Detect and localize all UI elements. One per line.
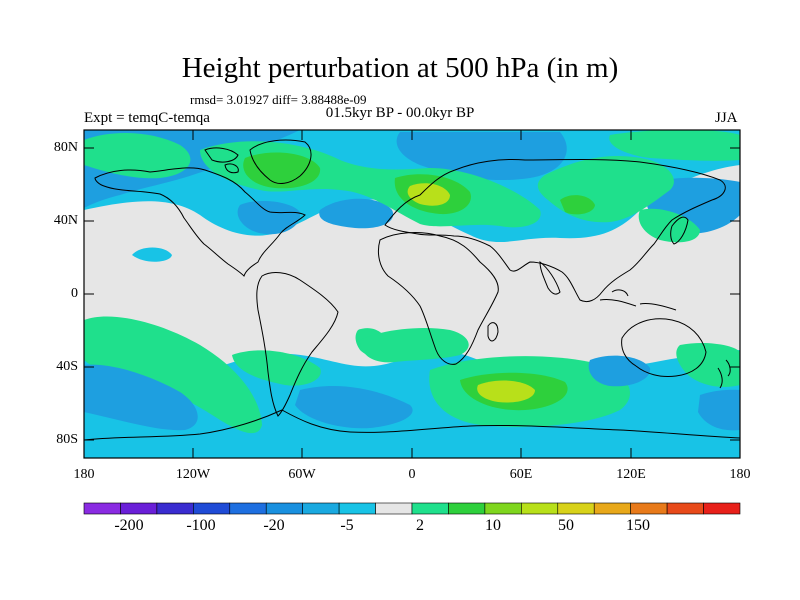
colorbar-label-neg200: -200 bbox=[114, 517, 144, 534]
lat-label-80n: 80N bbox=[53, 140, 78, 155]
coast-antarctica bbox=[84, 409, 740, 441]
coast-africa bbox=[377, 232, 499, 365]
contour-nh-blue-5 bbox=[237, 200, 301, 235]
colorbar-swatch bbox=[83, 502, 121, 515]
contour-nh-lime-1 bbox=[243, 152, 321, 189]
colorbar-swatch bbox=[593, 502, 631, 515]
lat-ticks bbox=[84, 147, 740, 441]
lat-label-40s: 40S bbox=[56, 359, 78, 374]
colorbar-label-neg5: -5 bbox=[340, 517, 354, 534]
colorbar-swatch bbox=[703, 502, 741, 515]
colorbar-swatch bbox=[448, 502, 486, 515]
lon-ticks bbox=[192, 130, 632, 458]
contour-nh-green-west bbox=[84, 133, 191, 179]
contour-sh-yellow-peak bbox=[477, 380, 535, 403]
lon-label-120e: 120E bbox=[616, 467, 646, 482]
contour-sh-green-atlantic bbox=[232, 350, 321, 386]
colorbar-swatch bbox=[302, 502, 340, 515]
coast-eurasia bbox=[384, 159, 726, 303]
coast-india bbox=[539, 260, 561, 295]
coast-new-zealand bbox=[717, 359, 731, 389]
coastlines bbox=[84, 139, 740, 441]
lon-label-60e: 60E bbox=[509, 467, 533, 482]
period-label: 01.5kyr BP - 00.0kyr BP bbox=[325, 105, 475, 121]
coast-arctic-islands bbox=[204, 147, 239, 174]
colorbar-label-50: 50 bbox=[558, 517, 574, 534]
contour-sh-blue-australia bbox=[588, 355, 651, 387]
colorbar bbox=[83, 502, 741, 515]
colorbar-swatch bbox=[156, 502, 194, 515]
coast-south-america bbox=[256, 272, 339, 417]
contour-nh-lime-3 bbox=[560, 195, 595, 215]
colorbar-swatch bbox=[521, 502, 559, 515]
contour-nh-cyan-isolated bbox=[132, 247, 172, 262]
coast-australia bbox=[621, 318, 707, 377]
contour-sh-green-south-atlantic bbox=[360, 328, 469, 363]
contour-sh-blue-southeast bbox=[698, 389, 740, 431]
lat-label-40n: 40N bbox=[53, 213, 78, 228]
stats-subtitle: rmsd= 3.01927 diff= 3.88488e-09 bbox=[190, 92, 367, 107]
colorbar-swatch bbox=[120, 502, 158, 515]
coast-greenland bbox=[249, 139, 312, 184]
colorbar-swatch bbox=[484, 502, 522, 515]
colorbar-swatch bbox=[630, 502, 668, 515]
colorbar-label-2: 2 bbox=[416, 517, 424, 534]
lon-label-120w: 120W bbox=[175, 467, 211, 482]
contour-nh-blue-3 bbox=[319, 198, 394, 229]
colorbar-swatch bbox=[265, 502, 303, 515]
lon-label-60w: 60W bbox=[288, 467, 316, 482]
lon-label-180w: 180 bbox=[73, 467, 95, 482]
colorbar-swatch bbox=[666, 502, 704, 515]
contour-nh-green-pacific bbox=[638, 208, 700, 243]
contour-sh-green-nz bbox=[676, 342, 740, 387]
colorbar-swatch bbox=[229, 502, 267, 515]
lat-label-80s: 80S bbox=[56, 432, 78, 447]
colorbar-label-10: 10 bbox=[485, 517, 501, 534]
colorbar-swatch bbox=[338, 502, 376, 515]
lon-label-180e: 180 bbox=[729, 467, 751, 482]
contour-nh-green-northeast bbox=[609, 130, 740, 161]
contour-nh-yellow-peak bbox=[407, 183, 450, 206]
coast-japan bbox=[670, 216, 689, 245]
experiment-label: Expt = temqC-temqa bbox=[84, 110, 210, 126]
season-label: JJA bbox=[715, 110, 738, 126]
colorbar-swatch bbox=[557, 502, 595, 515]
colorbar-label-neg100: -100 bbox=[186, 517, 216, 534]
plot-title: Height perturbation at 500 hPa (in m) bbox=[181, 52, 619, 84]
coast-indonesia bbox=[599, 289, 677, 311]
colorbar-swatch bbox=[411, 502, 449, 515]
contour-nh-blue-2 bbox=[396, 132, 567, 181]
contour-sh-blue-south bbox=[295, 385, 413, 429]
contour-sh-green-west bbox=[84, 316, 262, 434]
coast-madagascar bbox=[487, 322, 499, 342]
coast-north-america bbox=[94, 167, 306, 277]
colorbar-swatch bbox=[375, 502, 413, 515]
colorbar-swatch bbox=[193, 502, 231, 515]
colorbar-label-150: 150 bbox=[626, 517, 650, 534]
colorbar-label-neg20: -20 bbox=[263, 517, 285, 534]
lat-label-0: 0 bbox=[71, 286, 78, 301]
lon-label-0: 0 bbox=[408, 467, 416, 482]
contour-sh-blue-west bbox=[84, 364, 198, 431]
